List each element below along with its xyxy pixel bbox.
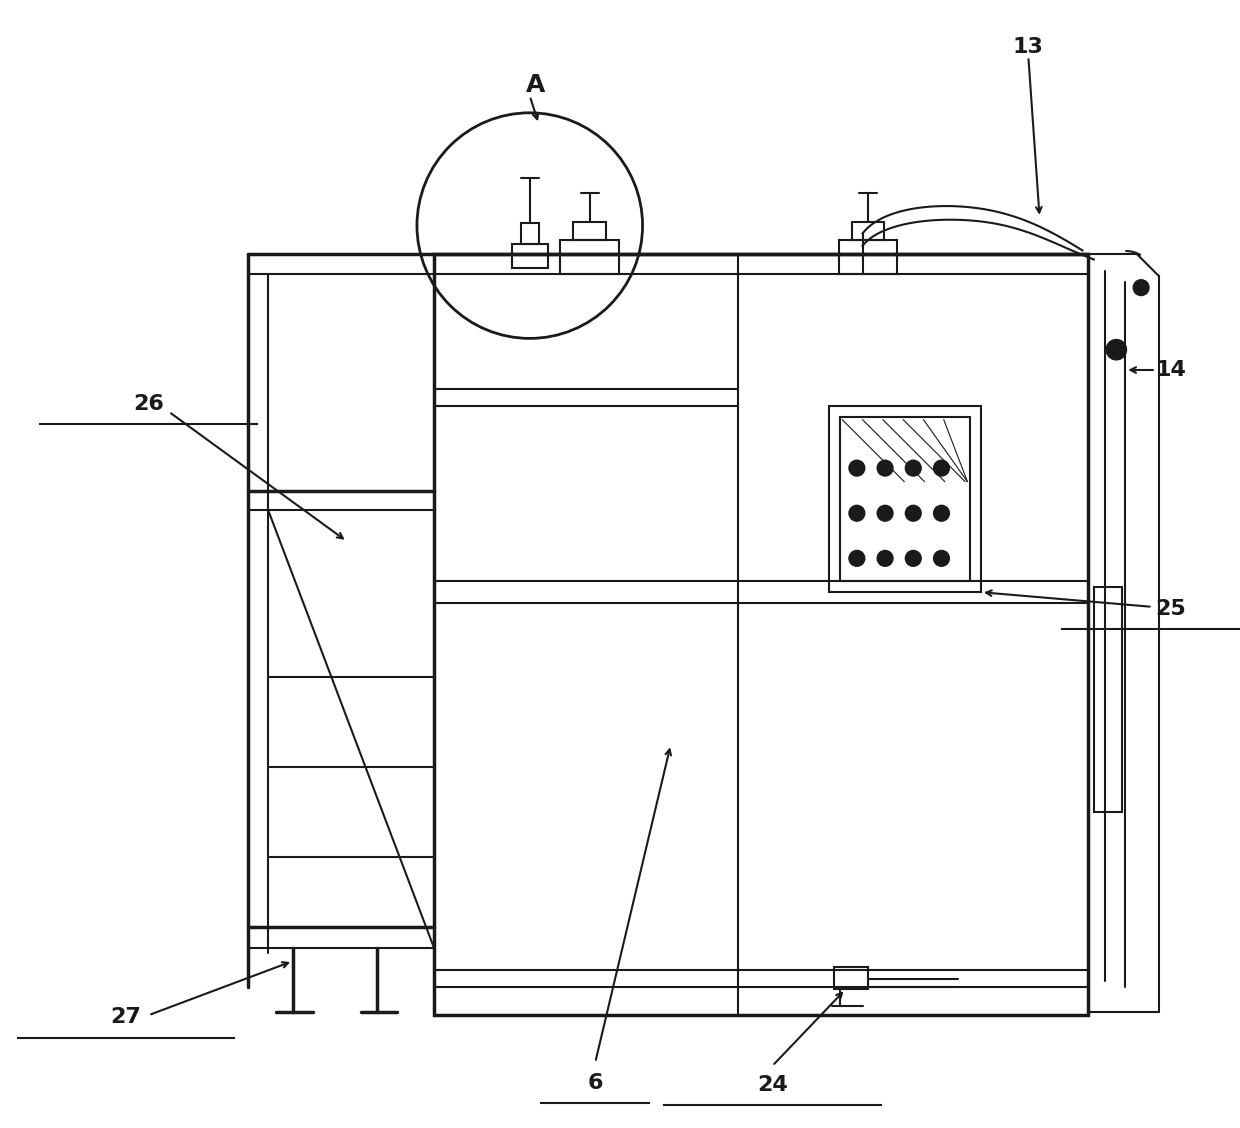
Circle shape [905,550,921,566]
Text: 6: 6 [588,1073,603,1093]
Circle shape [934,460,950,476]
Bar [838,240,898,274]
Text: 25: 25 [1156,599,1185,619]
Circle shape [934,505,950,521]
Circle shape [877,505,893,521]
Bar [839,417,970,581]
Circle shape [877,460,893,476]
Circle shape [905,460,921,476]
Text: 14: 14 [1154,360,1185,380]
Circle shape [849,460,864,476]
Bar [835,967,868,989]
Text: 24: 24 [756,1075,787,1095]
Circle shape [1133,280,1149,296]
Bar [828,406,981,592]
Circle shape [849,505,864,521]
Bar [573,221,605,240]
Bar [521,223,539,244]
Bar [434,254,1089,1015]
Text: 26: 26 [133,394,164,414]
Text: A: A [526,72,546,97]
Circle shape [934,550,950,566]
Text: 13: 13 [1013,37,1044,58]
Bar [852,221,884,240]
Bar [560,240,619,274]
Bar [512,244,548,268]
Circle shape [849,550,864,566]
Bar [1094,587,1122,812]
Text: 27: 27 [110,1007,141,1028]
Circle shape [905,505,921,521]
Circle shape [877,550,893,566]
Circle shape [1106,340,1126,360]
